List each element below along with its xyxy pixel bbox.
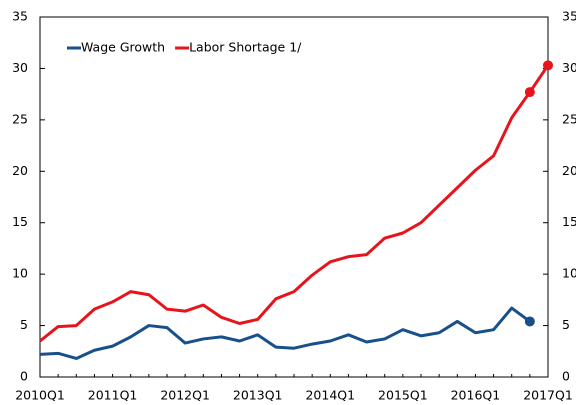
legend-label: Wage Growth xyxy=(81,40,165,55)
legend-label: Labor Shortage 1/ xyxy=(189,40,302,55)
x-tick-label: 2016Q1 xyxy=(451,388,501,403)
y-tick-label: 10 xyxy=(12,266,28,281)
y2-tick-label: 20 xyxy=(562,163,576,178)
x-tick-label: 2010Q1 xyxy=(15,388,65,403)
y2-tick-label: 0 xyxy=(562,369,570,384)
y2-tick-label: 25 xyxy=(562,111,576,126)
x-tick-label: 2015Q1 xyxy=(378,388,428,403)
series-line xyxy=(39,306,531,360)
y2-tick-label: 35 xyxy=(562,9,576,24)
y-tick-label: 0 xyxy=(20,369,28,384)
plot-frame xyxy=(39,16,549,378)
y-tick-label: 35 xyxy=(12,9,28,24)
y2-tick-label: 15 xyxy=(562,214,576,229)
y-tick-label: 30 xyxy=(12,60,28,75)
x-tick-label: 2017Q1 xyxy=(523,388,573,403)
y-tick-label: 15 xyxy=(12,214,28,229)
y-tick-label: 20 xyxy=(12,163,28,178)
point xyxy=(524,316,535,327)
y-tick-label: 25 xyxy=(12,111,28,126)
x-tick-label: 2014Q1 xyxy=(305,388,355,403)
point xyxy=(524,87,535,98)
x-tick-label: 2011Q1 xyxy=(88,388,138,403)
y2-tick-label: 30 xyxy=(562,60,576,75)
x-tick-label: 2013Q1 xyxy=(233,388,283,403)
y2-tick-label: 5 xyxy=(562,317,570,332)
point xyxy=(543,60,553,71)
y2-tick-label: 10 xyxy=(562,266,576,281)
series-line xyxy=(39,64,550,343)
x-tick-label: 2012Q1 xyxy=(160,388,210,403)
y-tick-label: 5 xyxy=(20,317,28,332)
